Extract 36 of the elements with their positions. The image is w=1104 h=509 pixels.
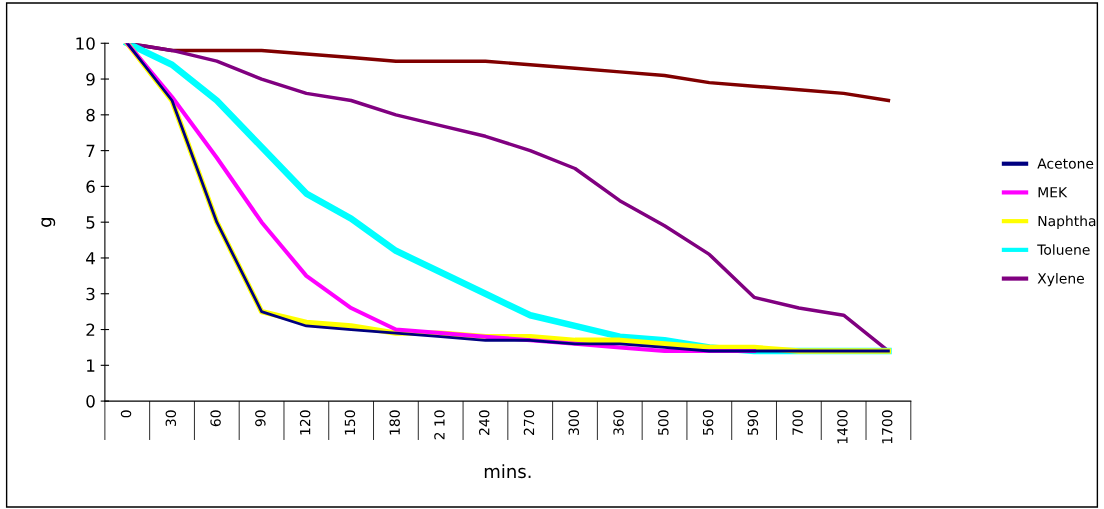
x-tick-label: 60 xyxy=(210,410,221,427)
legend-label: Naphtha xyxy=(1038,215,1096,229)
x-tick-label: 590 xyxy=(747,410,759,435)
x-tick-label: 1700 xyxy=(881,410,893,444)
y-tick-label: 3 xyxy=(86,287,95,301)
x-tick-label: 90 xyxy=(255,410,266,427)
y-tick-label: 4 xyxy=(86,252,95,265)
x-tick-label: 2 10 xyxy=(434,410,445,440)
legend-label: Toluene xyxy=(1037,244,1090,255)
y-tick-label: 6 xyxy=(86,180,95,193)
y-tick-label: 1 xyxy=(87,359,95,372)
legend-label: Acetone xyxy=(1037,158,1094,169)
y-tick-label: 5 xyxy=(86,216,95,229)
x-tick-label: 240 xyxy=(478,410,490,435)
x-tick-label: 270 xyxy=(523,410,535,435)
x-tick-label: 360 xyxy=(613,410,624,435)
legend-label: MEK xyxy=(1038,187,1068,198)
x-tick-label: 0 xyxy=(120,410,132,418)
x-tick-label: 700 xyxy=(792,410,803,435)
y-tick-label: 10 xyxy=(76,37,95,50)
x-tick-label: 180 xyxy=(389,410,400,435)
y-tick-label: 2 xyxy=(86,323,95,336)
x-tick-label: 1400 xyxy=(837,410,848,444)
x-tick-label: 120 xyxy=(299,410,311,435)
y-tick-label: 0 xyxy=(86,395,95,408)
legend-label: Xylene xyxy=(1037,272,1084,287)
x-tick-label: 30 xyxy=(165,410,177,427)
y-tick-label: 9 xyxy=(86,73,95,86)
x-axis-title: mins. xyxy=(484,464,531,479)
y-tick-label: 8 xyxy=(86,108,95,122)
y-axis-title: g xyxy=(41,218,56,227)
x-tick-label: 560 xyxy=(702,410,714,435)
x-tick-label: 500 xyxy=(658,410,669,435)
y-tick-label: 7 xyxy=(86,144,95,157)
x-tick-label: 150 xyxy=(344,410,356,435)
x-tick-label: 300 xyxy=(568,410,580,435)
